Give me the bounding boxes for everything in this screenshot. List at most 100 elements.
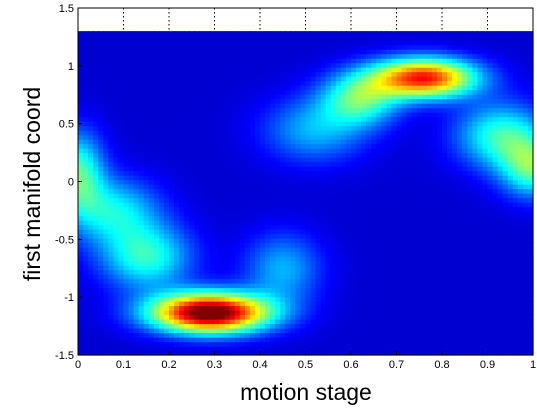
heatmap-cell [194, 125, 200, 131]
heatmap-cell [426, 256, 433, 262]
heatmap-cell [169, 85, 175, 91]
heatmap-cell [330, 269, 337, 275]
heatmap-cell [244, 265, 251, 271]
heatmap-cell [310, 62, 317, 68]
heatmap-cell [179, 292, 185, 298]
heatmap-cell [330, 337, 337, 343]
heatmap-cell [265, 166, 271, 172]
heatmap-cell [143, 53, 150, 59]
heatmap-cell [239, 274, 246, 280]
heatmap-cell [376, 314, 382, 320]
heatmap-cell [376, 274, 382, 280]
heatmap-cell [169, 107, 175, 113]
heatmap-cell [204, 346, 211, 352]
heatmap-cell [366, 143, 372, 149]
heatmap-cell [406, 49, 413, 55]
heatmap-cell [143, 175, 150, 181]
heatmap-cell [108, 35, 114, 41]
heatmap-cell [411, 152, 418, 158]
heatmap-cell [118, 71, 125, 77]
heatmap-cell [260, 62, 266, 68]
heatmap-cell [254, 215, 261, 221]
heatmap-cell [345, 67, 352, 73]
heatmap-cell [174, 274, 180, 280]
heatmap-cell [401, 134, 408, 140]
heatmap-cell [325, 179, 332, 185]
heatmap-cell [128, 296, 135, 302]
heatmap-cell [351, 206, 357, 212]
heatmap-cell [244, 85, 251, 91]
heatmap-cell [325, 224, 332, 230]
heatmap-cell [234, 76, 241, 82]
heatmap-cell [381, 134, 387, 140]
heatmap-cell [194, 224, 200, 230]
heatmap-cell [310, 229, 317, 235]
heatmap-cell [199, 256, 205, 262]
heatmap-cell [330, 260, 337, 266]
heatmap-cell [376, 197, 382, 203]
heatmap-cell [153, 296, 160, 302]
heatmap-cell [163, 94, 170, 100]
heatmap-cell [366, 170, 372, 176]
heatmap-cell [260, 121, 266, 127]
heatmap-cell [335, 152, 342, 158]
heatmap-cell [290, 251, 296, 257]
heatmap-cell [421, 251, 428, 257]
heatmap-cell [290, 224, 296, 230]
heatmap-cell [118, 157, 125, 163]
heatmap-cell [179, 157, 185, 163]
heatmap-cell [315, 350, 322, 356]
heatmap-cell [361, 49, 367, 55]
heatmap-cell [163, 251, 170, 257]
heatmap-cell [254, 103, 261, 109]
heatmap-cell [401, 35, 408, 41]
heatmap-cell [169, 260, 175, 266]
heatmap-cell [366, 341, 372, 347]
heatmap-cell [335, 35, 342, 41]
heatmap-cell [300, 166, 307, 172]
heatmap-cell [381, 143, 387, 149]
heatmap-cell [401, 260, 408, 266]
heatmap-cell [396, 80, 403, 86]
heatmap-cell [335, 247, 342, 253]
heatmap-cell [199, 283, 205, 289]
heatmap-cell [396, 220, 403, 226]
heatmap-cell [179, 89, 185, 95]
heatmap-cell [396, 31, 403, 37]
heatmap-cell [153, 166, 160, 172]
heatmap-cell [345, 319, 352, 325]
heatmap-cell [209, 125, 216, 131]
heatmap-cell [163, 301, 170, 307]
heatmap-cell [108, 319, 114, 325]
heatmap-cell [290, 220, 296, 226]
heatmap-cell [163, 328, 170, 334]
heatmap-cell [300, 292, 307, 298]
heatmap-cell [194, 260, 200, 266]
heatmap-cell [295, 206, 302, 212]
heatmap-cell [416, 206, 423, 212]
heatmap-cell [78, 310, 84, 316]
heatmap-cell [376, 251, 382, 257]
heatmap-cell [386, 323, 393, 329]
heatmap-cell [153, 98, 160, 104]
heatmap-cell [128, 125, 135, 131]
heatmap-cell [421, 220, 428, 226]
heatmap-cell [411, 305, 418, 311]
heatmap-cell [169, 341, 175, 347]
heatmap-cell [158, 314, 165, 320]
heatmap-cell [143, 35, 150, 41]
heatmap-cell [310, 139, 317, 145]
heatmap-cell [219, 211, 226, 217]
heatmap-cell [386, 62, 393, 68]
heatmap-cell [204, 85, 211, 91]
heatmap-cell [163, 112, 170, 118]
heatmap-cell [249, 130, 256, 136]
heatmap-cell [103, 161, 109, 167]
heatmap-cell [381, 292, 387, 298]
heatmap-cell [315, 346, 322, 352]
heatmap-cell [330, 242, 337, 248]
heatmap-cell [270, 148, 276, 154]
heatmap-cell [148, 233, 155, 239]
heatmap-cell [88, 161, 94, 167]
heatmap-cell [351, 94, 357, 100]
